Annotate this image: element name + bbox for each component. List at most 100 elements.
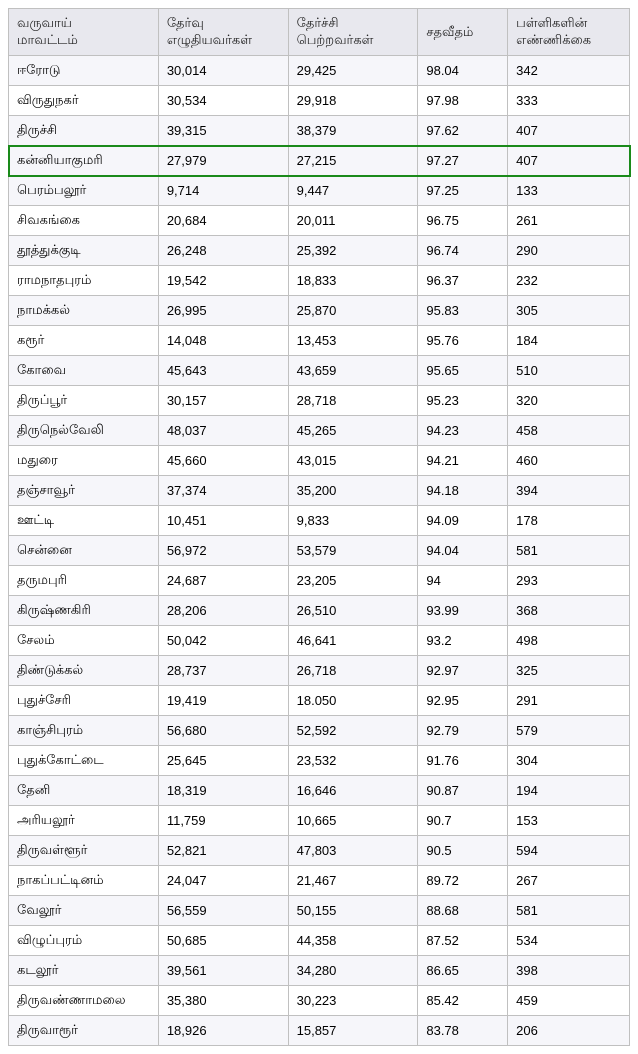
cell: 28,718 xyxy=(288,386,418,416)
cell: 28,206 xyxy=(158,596,288,626)
cell: 23,532 xyxy=(288,746,418,776)
cell: 291 xyxy=(508,686,630,716)
district-results-table: வருவாய்மாவட்டம்தேர்வுஎழுதியவர்கள்தேர்ச்ச… xyxy=(8,8,630,1046)
table-row: திண்டுக்கல்28,73726,71892.97325 xyxy=(9,656,630,686)
cell: 45,660 xyxy=(158,446,288,476)
cell: 97.62 xyxy=(418,116,508,146)
cell: நாகப்பட்டினம் xyxy=(9,866,159,896)
cell: 43,659 xyxy=(288,356,418,386)
header-col-1: தேர்வுஎழுதியவர்கள் xyxy=(158,9,288,56)
cell: 48,037 xyxy=(158,416,288,446)
cell: 95.23 xyxy=(418,386,508,416)
cell: 86.65 xyxy=(418,956,508,986)
cell: 56,559 xyxy=(158,896,288,926)
cell: 26,248 xyxy=(158,236,288,266)
header-row: வருவாய்மாவட்டம்தேர்வுஎழுதியவர்கள்தேர்ச்ச… xyxy=(9,9,630,56)
cell: 44,358 xyxy=(288,926,418,956)
cell: 29,918 xyxy=(288,86,418,116)
table-row: கோவை45,64343,65995.65510 xyxy=(9,356,630,386)
cell: 19,542 xyxy=(158,266,288,296)
cell: சேலம் xyxy=(9,626,159,656)
cell: விழுப்புரம் xyxy=(9,926,159,956)
cell: 35,380 xyxy=(158,986,288,1016)
cell: 261 xyxy=(508,206,630,236)
cell: காஞ்சிபுரம் xyxy=(9,716,159,746)
cell: திருவாரூர் xyxy=(9,1016,159,1046)
cell: 194 xyxy=(508,776,630,806)
table-row: வேலூர்56,55950,15588.68581 xyxy=(9,896,630,926)
cell: தேனி xyxy=(9,776,159,806)
table-row: விருதுநகர்30,53429,91897.98333 xyxy=(9,86,630,116)
cell: மதுரை xyxy=(9,446,159,476)
cell: திருவள்ளூர் xyxy=(9,836,159,866)
cell: 18,833 xyxy=(288,266,418,296)
cell: 97.25 xyxy=(418,176,508,206)
cell: 95.65 xyxy=(418,356,508,386)
cell: 581 xyxy=(508,536,630,566)
cell: 534 xyxy=(508,926,630,956)
cell: தூத்துக்குடி xyxy=(9,236,159,266)
cell: திண்டுக்கல் xyxy=(9,656,159,686)
cell: 94.04 xyxy=(418,536,508,566)
cell: 18.050 xyxy=(288,686,418,716)
cell: 90.87 xyxy=(418,776,508,806)
table-row: சென்னை56,97253,57994.04581 xyxy=(9,536,630,566)
cell: 26,510 xyxy=(288,596,418,626)
cell: 342 xyxy=(508,56,630,86)
table-row: சேலம்50,04246,64193.2498 xyxy=(9,626,630,656)
cell: 18,926 xyxy=(158,1016,288,1046)
table-row: புதுக்கோட்டை25,64523,53291.76304 xyxy=(9,746,630,776)
cell: 89.72 xyxy=(418,866,508,896)
cell: 94.23 xyxy=(418,416,508,446)
cell: அரியலூர் xyxy=(9,806,159,836)
cell: 96.75 xyxy=(418,206,508,236)
cell: திருப்பூர் xyxy=(9,386,159,416)
cell: 43,015 xyxy=(288,446,418,476)
cell: 368 xyxy=(508,596,630,626)
cell: 34,280 xyxy=(288,956,418,986)
cell: 53,579 xyxy=(288,536,418,566)
cell: 232 xyxy=(508,266,630,296)
cell: 93.99 xyxy=(418,596,508,626)
cell: 20,011 xyxy=(288,206,418,236)
table-row: தூத்துக்குடி26,24825,39296.74290 xyxy=(9,236,630,266)
cell: 30,157 xyxy=(158,386,288,416)
cell: 15,857 xyxy=(288,1016,418,1046)
cell: 407 xyxy=(508,116,630,146)
cell: 407 xyxy=(508,146,630,176)
cell: திருவண்ணாமலை xyxy=(9,986,159,1016)
cell: 25,392 xyxy=(288,236,418,266)
cell: 47,803 xyxy=(288,836,418,866)
cell: 290 xyxy=(508,236,630,266)
cell: 459 xyxy=(508,986,630,1016)
cell: 91.76 xyxy=(418,746,508,776)
cell: தருமபுரி xyxy=(9,566,159,596)
cell: 9,833 xyxy=(288,506,418,536)
cell: 24,687 xyxy=(158,566,288,596)
cell: 39,315 xyxy=(158,116,288,146)
cell: 460 xyxy=(508,446,630,476)
table-row: திருவாரூர்18,92615,85783.78206 xyxy=(9,1016,630,1046)
table-row: தஞ்சாவூர்37,37435,20094.18394 xyxy=(9,476,630,506)
cell: 16,646 xyxy=(288,776,418,806)
cell: 23,205 xyxy=(288,566,418,596)
table-row: கரூர்14,04813,45395.76184 xyxy=(9,326,630,356)
table-row: சிவகங்கை20,68420,01196.75261 xyxy=(9,206,630,236)
cell: 90.5 xyxy=(418,836,508,866)
cell: 50,042 xyxy=(158,626,288,656)
cell: 21,467 xyxy=(288,866,418,896)
cell: 267 xyxy=(508,866,630,896)
table-row: ஈரோடு30,01429,42598.04342 xyxy=(9,56,630,86)
cell: 458 xyxy=(508,416,630,446)
cell: 30,014 xyxy=(158,56,288,86)
cell: 30,534 xyxy=(158,86,288,116)
cell: 92.79 xyxy=(418,716,508,746)
cell: 305 xyxy=(508,296,630,326)
table-row: திருச்சி39,31538,37997.62407 xyxy=(9,116,630,146)
cell: சென்னை xyxy=(9,536,159,566)
cell: 50,155 xyxy=(288,896,418,926)
table-row: மதுரை45,66043,01594.21460 xyxy=(9,446,630,476)
cell: 27,979 xyxy=(158,146,288,176)
cell: 94.09 xyxy=(418,506,508,536)
header-col-4: பள்ளிகளின்எண்ணிக்கை xyxy=(508,9,630,56)
